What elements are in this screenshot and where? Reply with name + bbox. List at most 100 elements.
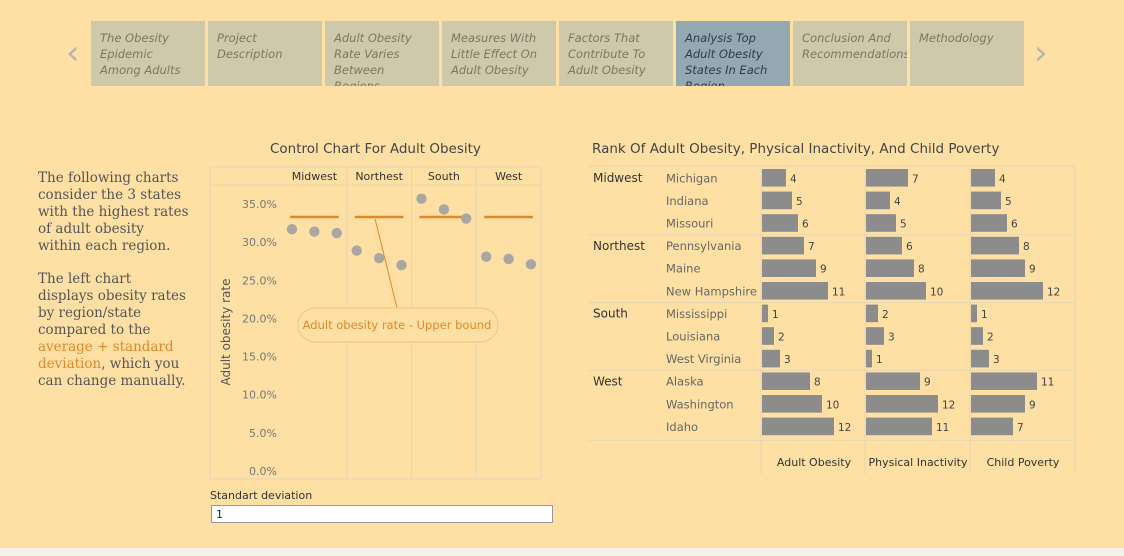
rank-bar[interactable] [866, 417, 932, 436]
rank-bar[interactable] [866, 349, 872, 368]
rank-bar[interactable] [971, 259, 1025, 277]
tab-methodology[interactable]: Methodology [910, 21, 1024, 86]
state-label: Maine [666, 262, 701, 276]
rank-bar[interactable] [762, 395, 822, 413]
bottom-toolbar [0, 548, 1124, 556]
rank-value-label: 2 [778, 332, 785, 344]
rank-value-label: 4 [790, 173, 797, 185]
y-tick-label: 35.0% [242, 198, 277, 211]
rank-bar[interactable] [971, 327, 983, 345]
rank-bar[interactable] [866, 304, 878, 323]
rank-bar[interactable] [866, 169, 908, 187]
tab-conclusion[interactable]: Conclusion And Recommendations [793, 21, 907, 86]
rank-value-label: 3 [993, 354, 1000, 366]
data-point[interactable] [309, 226, 320, 237]
rank-bar[interactable] [971, 214, 1007, 232]
rank-bar[interactable] [971, 304, 977, 323]
intro-accent-text: average + standard deviation [38, 339, 174, 372]
rank-bar[interactable] [866, 259, 914, 277]
rank-value-label: 11 [832, 286, 845, 298]
state-label: Missouri [666, 217, 713, 231]
data-point[interactable] [331, 227, 342, 239]
rank-region-label: Midwest [593, 171, 643, 185]
data-point[interactable] [481, 251, 492, 262]
rank-value-label: 1 [772, 309, 779, 321]
rank-value-label: 3 [888, 332, 895, 344]
y-tick-label: 25.0% [242, 274, 277, 287]
rank-value-label: 5 [900, 219, 907, 231]
tab-rate-varies-regions[interactable]: Adult Obesity Rate Varies Between Region… [325, 21, 439, 86]
rank-bar[interactable] [866, 214, 896, 232]
rank-bar[interactable] [866, 191, 890, 210]
tab-little-effect[interactable]: Measures With Little Effect On Adult Obe… [442, 21, 556, 86]
rank-value-label: 2 [987, 332, 994, 344]
state-label: Indiana [666, 194, 709, 208]
rank-region-label: South [593, 307, 628, 321]
annotation-box [297, 307, 499, 343]
y-tick-label: 10.0% [242, 389, 277, 402]
rank-bar[interactable] [762, 304, 768, 323]
tab-analysis-top-states[interactable]: Analysis Top Adult Obesity States In Eac… [676, 21, 790, 86]
rank-bar[interactable] [762, 349, 780, 368]
rank-bar[interactable] [866, 372, 920, 390]
rank-bar[interactable] [971, 372, 1037, 390]
rank-bar[interactable] [762, 282, 828, 300]
data-point[interactable] [416, 193, 427, 204]
y-tick-label: 20.0% [242, 312, 277, 325]
control-chart-frame [209, 166, 542, 480]
data-point[interactable] [461, 213, 472, 224]
rank-bar[interactable] [762, 259, 816, 277]
tab-contributing-factors[interactable]: Factors That Contribute To Adult Obesity [559, 21, 673, 86]
data-point[interactable] [503, 253, 514, 265]
rank-bar[interactable] [971, 349, 989, 368]
data-point[interactable] [351, 245, 362, 256]
rank-bar[interactable] [971, 417, 1013, 436]
rank-bar[interactable] [762, 169, 786, 187]
rank-bar[interactable] [762, 214, 798, 232]
rank-value-label: 8 [1023, 241, 1030, 253]
y-tick-label: 0.0% [249, 465, 277, 478]
data-point[interactable] [438, 204, 450, 215]
rank-bar[interactable] [971, 191, 1001, 210]
tab-project-description[interactable]: Project Description [208, 21, 322, 86]
rank-bar[interactable] [866, 236, 902, 255]
sd-input[interactable] [211, 505, 553, 523]
rank-bar[interactable] [971, 236, 1019, 255]
rank-value-label: 11 [936, 422, 949, 434]
rank-value-label: 8 [918, 264, 925, 276]
rank-value-label: 7 [1017, 422, 1024, 434]
rank-value-label: 6 [1011, 219, 1018, 231]
data-point[interactable] [396, 259, 407, 271]
rank-bar[interactable] [866, 282, 926, 300]
data-point[interactable] [373, 253, 385, 264]
rank-value-label: 7 [808, 241, 815, 253]
rank-value-label: 1 [876, 354, 883, 366]
rank-value-label: 3 [784, 354, 791, 366]
rank-bar[interactable] [971, 282, 1043, 300]
data-point[interactable] [286, 224, 298, 235]
rank-value-label: 5 [1005, 196, 1012, 208]
tab-obesity-epidemic[interactable]: The Obesity Epidemic Among Adults [91, 21, 205, 86]
nav-prev-arrow[interactable]: ‹ [66, 33, 80, 73]
rank-bar[interactable] [866, 327, 884, 345]
rank-bar[interactable] [971, 395, 1025, 413]
rank-bar[interactable] [762, 191, 792, 210]
state-label: West Virginia [666, 352, 741, 366]
measure-header: Adult Obesity [777, 456, 852, 469]
nav-next-arrow[interactable]: › [1034, 33, 1048, 73]
y-tick-label: 30.0% [242, 236, 277, 249]
rank-value-label: 12 [1047, 286, 1060, 298]
rank-bar[interactable] [971, 169, 995, 187]
rank-value-label: 11 [1041, 377, 1054, 389]
rank-bar[interactable] [762, 327, 774, 345]
rank-bar[interactable] [866, 395, 938, 413]
rank-bar[interactable] [762, 417, 834, 436]
data-point[interactable] [525, 259, 537, 270]
rank-bar[interactable] [762, 236, 804, 255]
rank-bar[interactable] [762, 372, 810, 390]
state-label: New Hampshire [666, 284, 757, 298]
rank-region-label: West [593, 374, 623, 388]
rank-value-label: 6 [802, 219, 809, 231]
rank-value-label: 8 [814, 377, 821, 389]
rank-value-label: 12 [942, 399, 955, 411]
